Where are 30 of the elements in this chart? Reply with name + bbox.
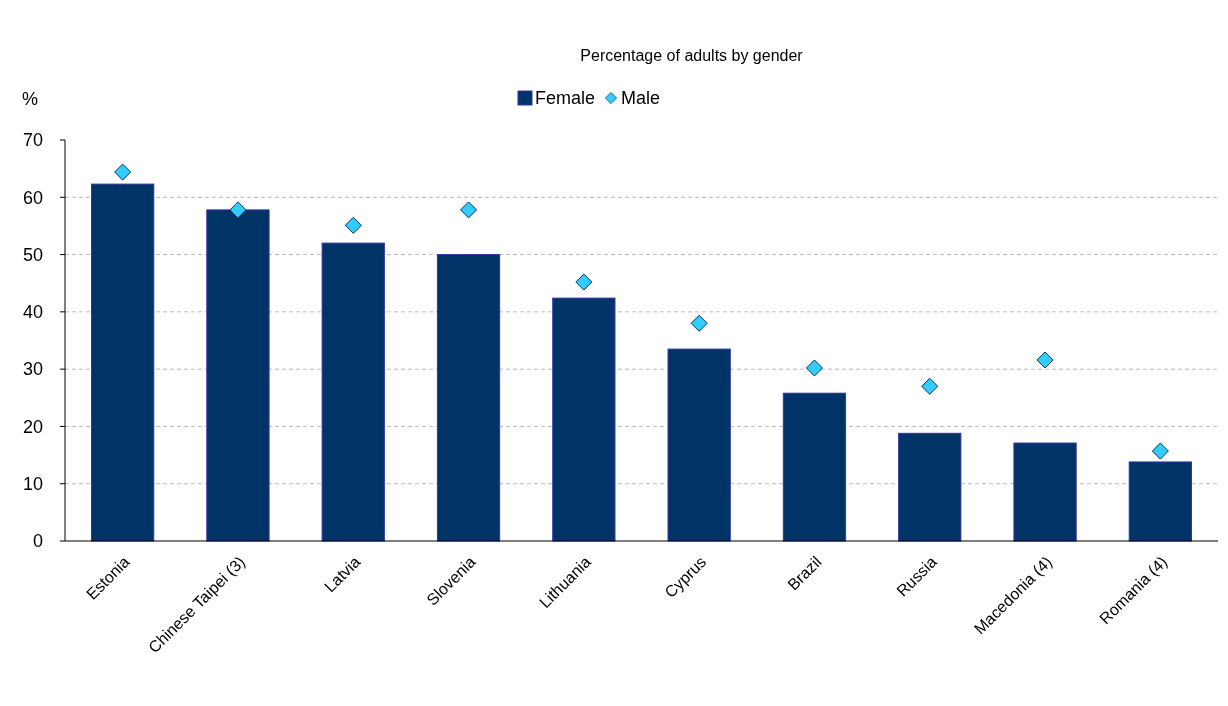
y-tick-label: 40	[22, 302, 43, 323]
point	[229, 201, 247, 219]
point	[114, 163, 132, 181]
bar	[898, 432, 962, 542]
bar	[782, 392, 847, 542]
y-tick-label: 30	[22, 359, 43, 380]
point	[460, 201, 478, 219]
y-axis-title: %	[22, 89, 39, 109]
point	[1036, 351, 1054, 369]
point	[344, 216, 362, 234]
bar	[552, 297, 616, 542]
y-tick-label: 10	[22, 474, 43, 495]
y-tick-label: 20	[22, 416, 43, 437]
bar	[1013, 442, 1077, 542]
point	[921, 377, 939, 395]
chart-title: Percentage of adults by gender	[580, 47, 804, 64]
point	[1151, 442, 1169, 460]
y-tick-label: 70	[22, 130, 43, 151]
bar	[321, 242, 385, 542]
point	[575, 273, 593, 291]
bar	[667, 348, 731, 542]
y-tick-label: 60	[22, 187, 43, 208]
legend-label: Female	[535, 88, 596, 109]
bar	[91, 183, 155, 542]
bar	[436, 254, 501, 542]
point	[805, 359, 823, 377]
point	[690, 314, 708, 332]
y-tick-label: 50	[22, 244, 43, 265]
legend-label: Male	[621, 88, 661, 109]
y-tick-label: 0	[32, 531, 43, 552]
